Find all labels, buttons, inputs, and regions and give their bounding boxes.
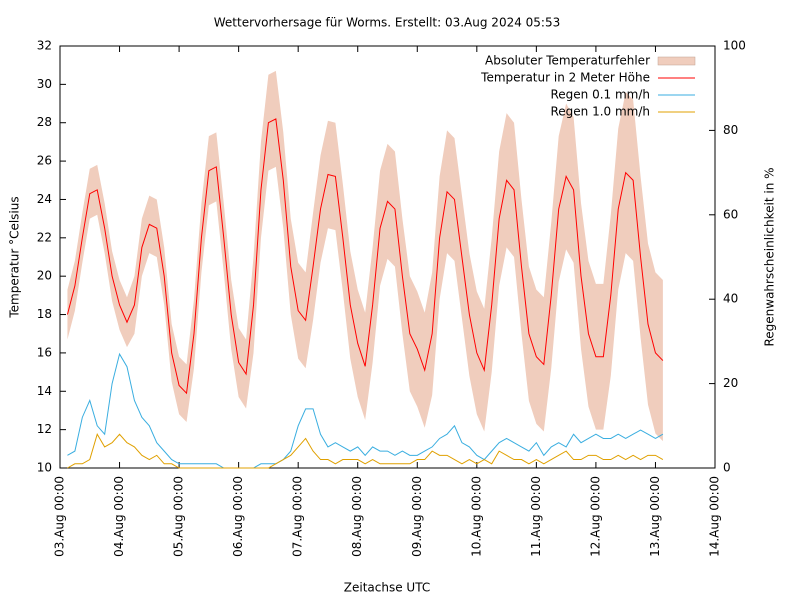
y-tick-label: 32 (37, 39, 52, 53)
x-tick-label: 11.Aug 00:00 (529, 476, 543, 557)
y-tick-label: 28 (37, 115, 52, 129)
series-line (66, 118, 664, 395)
y2-tick-label: 80 (723, 123, 738, 137)
y-tick-label: 24 (37, 192, 52, 206)
y-tick-label: 12 (37, 422, 52, 436)
series-line (67, 352, 664, 469)
x-tick-label: 07.Aug 00:00 (291, 476, 305, 557)
y-tick-label: 16 (37, 345, 52, 359)
y2-tick-label: 60 (723, 207, 738, 221)
series-line (67, 432, 664, 469)
plot-frame (59, 45, 716, 469)
x-tick-label: 05.Aug 00:00 (172, 476, 186, 557)
y-tick-label: 18 (37, 307, 52, 321)
legend-swatch (657, 56, 696, 66)
y-tick-label: 20 (37, 269, 52, 283)
y2-tick-label: 100 (723, 39, 746, 53)
y-axis-label: Temperatur °Celsius (8, 196, 22, 318)
x-tick-label: 04.Aug 00:00 (112, 476, 126, 557)
x-tick-label: 09.Aug 00:00 (410, 476, 424, 557)
y-tick-label: 10 (37, 461, 52, 475)
y2-tick-label: 0 (723, 461, 731, 475)
y2-tick-label: 20 (723, 376, 738, 390)
x-tick-label: 13.Aug 00:00 (648, 476, 662, 557)
y2-axis-label: Regenwahrscheinlichkeit in % (763, 167, 777, 346)
x-tick-label: 14.Aug 00:00 (708, 476, 722, 557)
legend-label: Regen 0.1 mm/h (550, 88, 650, 102)
y2-tick-label: 40 (723, 292, 738, 306)
y-tick-label: 14 (37, 384, 52, 398)
x-tick-label: 03.Aug 00:00 (53, 476, 67, 557)
y-tick-label: 22 (37, 230, 52, 244)
x-axis-label: Zeitachse UTC (344, 581, 430, 595)
legend-label: Regen 1.0 mm/h (550, 105, 650, 119)
x-tick-label: 12.Aug 00:00 (588, 476, 602, 557)
legend-label: Absoluter Temperaturfehler (485, 54, 650, 68)
error-band (67, 70, 663, 442)
legend-label: Temperatur in 2 Meter Höhe (480, 71, 650, 85)
x-tick-label: 06.Aug 00:00 (231, 476, 245, 557)
y-tick-label: 26 (37, 154, 52, 168)
chart-title: Wettervorhersage für Worms. Erstellt: 03… (214, 16, 561, 30)
y-tick-label: 30 (37, 77, 52, 91)
x-tick-label: 10.Aug 00:00 (469, 476, 483, 557)
x-tick-label: 08.Aug 00:00 (350, 476, 364, 557)
